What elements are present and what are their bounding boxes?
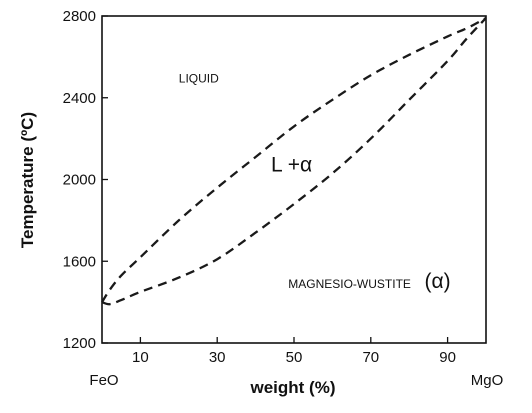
region-label-2: MAGNESIO-WUSTITE [288,277,411,291]
y-tick-label-1600: 1600 [63,253,96,270]
y-axis-title: Temperature (ºC) [18,112,37,248]
axis-labels: 10 30 50 70 90 1200 1600 2000 2400 2800 [63,8,456,366]
x-tick-label-70: 70 [362,349,379,366]
y-tick-label-1200: 1200 [63,335,96,352]
x-tick-label-10: 10 [132,349,149,366]
y-tick-label-2400: 2400 [63,90,96,107]
x-tick-label-30: 30 [209,349,226,366]
plot-frame [101,15,487,344]
liquidus-curve [101,16,487,303]
solidus-curve [101,17,487,306]
y-tick-label-2000: 2000 [63,172,96,189]
phase-boundary-curves [101,16,487,306]
region-label-3: (α) [425,270,451,293]
x-tick-label-90: 90 [439,349,456,366]
region-labels: LIQUID L +α MAGNESIO-WUSTITE (α) [179,71,451,292]
x-end-label-mgo: MgO [471,372,504,389]
x-axis-title: weight (%) [250,378,336,397]
x-tick-label-50: 50 [286,349,303,366]
axis-ticks [102,15,449,344]
region-label-1: L +α [271,153,312,176]
y-tick-label-2800: 2800 [63,8,96,25]
x-end-label-feo: FeO [89,372,118,389]
region-label-0: LIQUID [179,71,219,85]
